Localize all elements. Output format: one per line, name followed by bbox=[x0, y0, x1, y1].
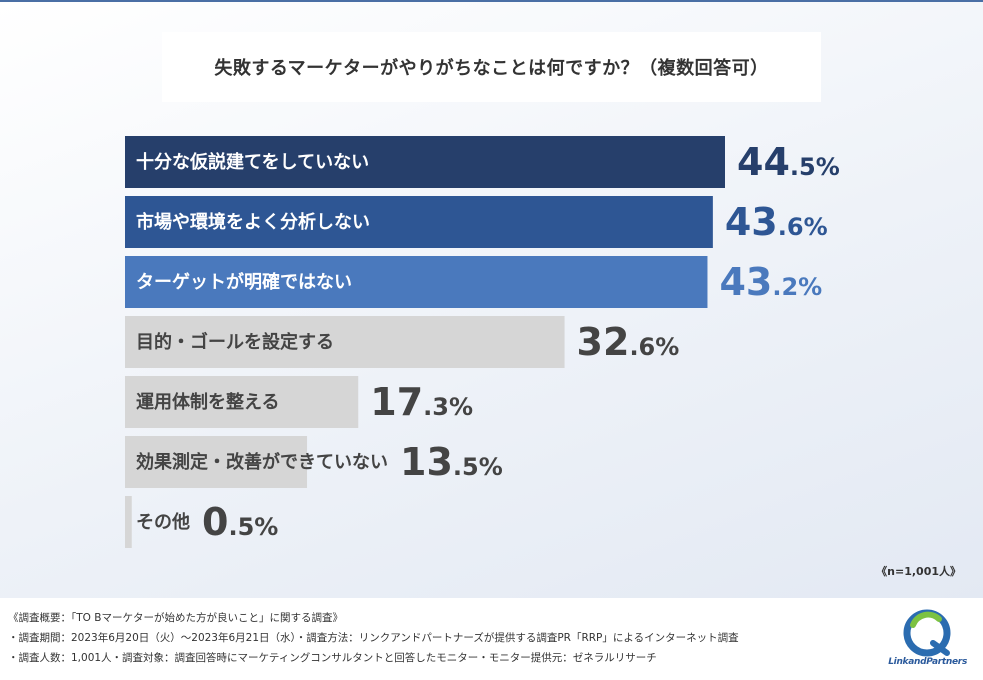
bar-row: その他 0.5% bbox=[125, 496, 278, 548]
chart-panel: 失敗するマーケターがやりがちなことは何ですか？（複数回答可） 十分な仮説建てをし… bbox=[0, 0, 983, 600]
bar-row: 運用体制を整える 17.3% bbox=[125, 376, 473, 428]
sample-size-note: 《n=1,001人》 bbox=[876, 565, 961, 578]
bar-row: 十分な仮説建てをしていない 44.5% bbox=[125, 136, 840, 188]
value-label: 43.2% bbox=[719, 260, 822, 304]
bar bbox=[125, 376, 359, 428]
value-label: 43.6% bbox=[725, 200, 828, 244]
chart-title: 失敗するマーケターがやりがちなことは何ですか？（複数回答可） bbox=[162, 32, 821, 102]
bar-row: ターゲットが明確ではない 43.2% bbox=[125, 256, 822, 308]
bar-chart: 十分な仮説建てをしていない 44.5% 市場や環境をよく分析しない 43.6% ターゲッ… bbox=[125, 136, 840, 548]
category-label: 十分な仮説建てをしていない bbox=[136, 151, 369, 173]
value-label: 0.5% bbox=[202, 500, 278, 544]
category-label: 市場や環境をよく分析しない bbox=[136, 211, 370, 233]
company-logo-icon bbox=[903, 609, 951, 657]
category-label: 目的・ゴールを設定する bbox=[136, 331, 334, 353]
value-label: 44.5% bbox=[737, 140, 840, 184]
footer-period: ・調査期間：2023年6月20日（火）～2023年6月21日（水）・調査方法：リ… bbox=[8, 632, 739, 644]
company-logo-text: LinkandPartners bbox=[888, 657, 967, 667]
bar bbox=[125, 436, 308, 488]
bar bbox=[125, 196, 713, 248]
bar-row: 効果測定・改善ができていない 13.5% bbox=[125, 436, 503, 488]
value-label: 13.5% bbox=[400, 440, 503, 484]
bar bbox=[125, 136, 725, 188]
bar bbox=[125, 256, 708, 308]
category-label: 効果測定・改善ができていない bbox=[136, 451, 388, 473]
category-label: 運用体制を整える bbox=[136, 391, 279, 413]
survey-footer: 《調査概要：「TO Bマーケターが始めた方が良いこと」に関する調査》 ・調査期間… bbox=[0, 598, 983, 680]
bar-row: 市場や環境をよく分析しない 43.6% bbox=[125, 196, 828, 248]
value-label: 17.3% bbox=[370, 380, 473, 424]
bar bbox=[125, 316, 565, 368]
category-label: その他 bbox=[136, 511, 190, 533]
value-label: 32.6% bbox=[577, 320, 680, 364]
footer-subjects: ・調査人数：1,001人・調査対象：調査回答時にマーケティングコンサルタントと回… bbox=[8, 652, 657, 664]
category-label: ターゲットが明確ではない bbox=[136, 271, 352, 293]
footer-overview: 《調査概要：「TO Bマーケターが始めた方が良いこと」に関する調査》 bbox=[8, 612, 343, 624]
bar bbox=[125, 496, 132, 548]
bar-row: 目的・ゴールを設定する 32.6% bbox=[125, 316, 679, 368]
